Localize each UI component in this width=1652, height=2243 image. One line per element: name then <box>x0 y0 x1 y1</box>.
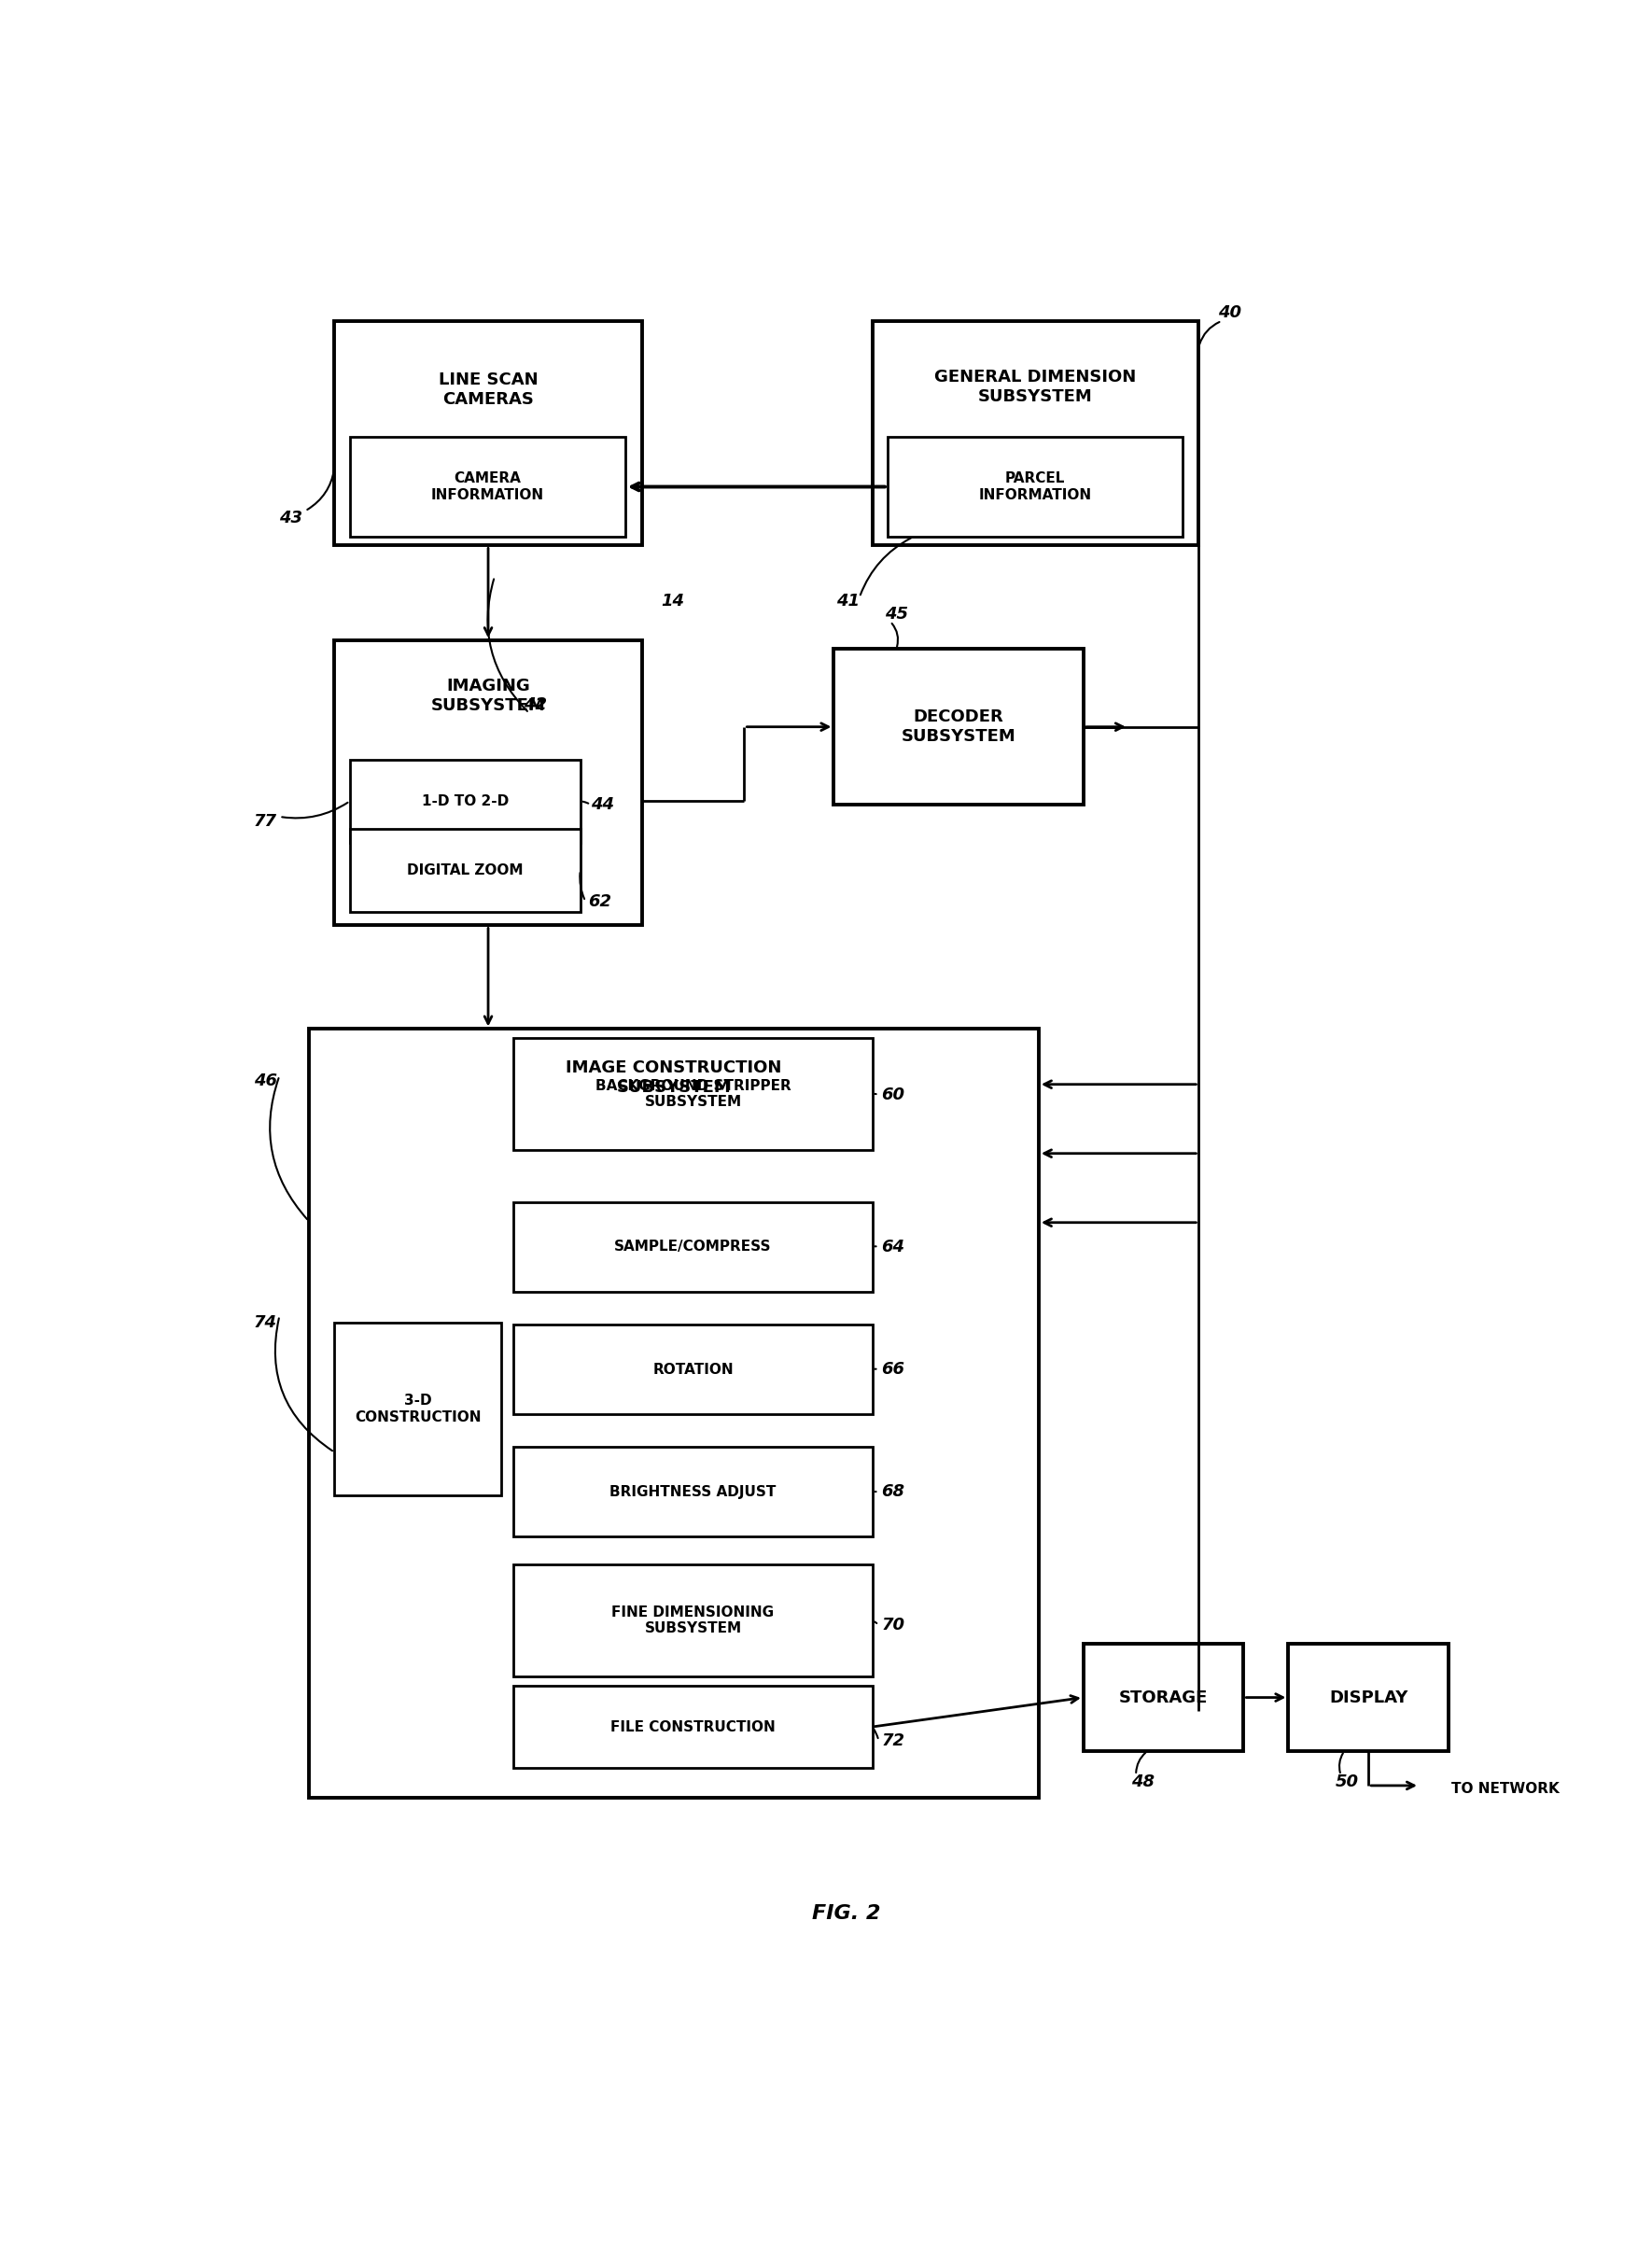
Text: FINE DIMENSIONING
SUBSYSTEM: FINE DIMENSIONING SUBSYSTEM <box>611 1606 775 1635</box>
Text: IMAGING
SUBSYSTEM: IMAGING SUBSYSTEM <box>431 677 545 713</box>
Text: 70: 70 <box>881 1617 905 1633</box>
FancyBboxPatch shape <box>514 1202 872 1292</box>
Text: LINE SCAN
CAMERAS: LINE SCAN CAMERAS <box>438 372 539 408</box>
FancyBboxPatch shape <box>334 321 641 545</box>
FancyBboxPatch shape <box>334 1323 501 1496</box>
Text: 42: 42 <box>524 695 547 713</box>
Text: 41: 41 <box>836 592 859 610</box>
FancyBboxPatch shape <box>872 321 1199 545</box>
Text: 48: 48 <box>1132 1774 1155 1790</box>
Text: 68: 68 <box>881 1483 905 1501</box>
Text: FILE CONSTRUCTION: FILE CONSTRUCTION <box>611 1720 775 1734</box>
Text: BACKGROUND STRIPPER
SUBSYSTEM: BACKGROUND STRIPPER SUBSYSTEM <box>595 1079 791 1108</box>
Text: DECODER
SUBSYSTEM: DECODER SUBSYSTEM <box>902 709 1016 745</box>
Text: SAMPLE/COMPRESS: SAMPLE/COMPRESS <box>615 1240 771 1254</box>
Text: 45: 45 <box>885 606 909 624</box>
FancyBboxPatch shape <box>514 1566 872 1678</box>
Text: IMAGE CONSTRUCTION
SUBSYSTEM: IMAGE CONSTRUCTION SUBSYSTEM <box>567 1059 781 1095</box>
Text: 62: 62 <box>588 893 611 911</box>
Text: 72: 72 <box>881 1732 905 1750</box>
Text: 40: 40 <box>1218 305 1241 321</box>
Text: 44: 44 <box>591 796 615 812</box>
FancyBboxPatch shape <box>350 760 580 843</box>
FancyBboxPatch shape <box>887 437 1183 536</box>
Text: 50: 50 <box>1336 1774 1360 1790</box>
Text: GENERAL DIMENSION
SUBSYSTEM: GENERAL DIMENSION SUBSYSTEM <box>935 368 1137 404</box>
Text: STORAGE: STORAGE <box>1118 1689 1208 1707</box>
FancyBboxPatch shape <box>1084 1644 1244 1752</box>
Text: 64: 64 <box>881 1238 905 1256</box>
Text: BRIGHTNESS ADJUST: BRIGHTNESS ADJUST <box>610 1485 776 1498</box>
Text: 46: 46 <box>254 1072 278 1090</box>
FancyBboxPatch shape <box>350 828 580 911</box>
FancyBboxPatch shape <box>309 1030 1039 1797</box>
Text: 66: 66 <box>881 1362 905 1377</box>
FancyBboxPatch shape <box>514 1684 872 1767</box>
FancyBboxPatch shape <box>514 1447 872 1536</box>
Text: ROTATION: ROTATION <box>653 1362 733 1377</box>
FancyBboxPatch shape <box>334 641 641 926</box>
Text: 3-D
CONSTRUCTION: 3-D CONSTRUCTION <box>355 1393 481 1424</box>
FancyBboxPatch shape <box>350 437 624 536</box>
FancyBboxPatch shape <box>514 1039 872 1151</box>
Text: DIGITAL ZOOM: DIGITAL ZOOM <box>406 864 524 877</box>
Text: 43: 43 <box>279 509 302 527</box>
FancyBboxPatch shape <box>834 648 1084 805</box>
FancyBboxPatch shape <box>514 1323 872 1415</box>
Text: DISPLAY: DISPLAY <box>1328 1689 1408 1707</box>
Text: 60: 60 <box>881 1086 905 1104</box>
Text: TO NETWORK: TO NETWORK <box>1452 1781 1559 1797</box>
Text: PARCEL
INFORMATION: PARCEL INFORMATION <box>978 471 1092 502</box>
Text: 1-D TO 2-D: 1-D TO 2-D <box>421 794 509 807</box>
Text: 14: 14 <box>661 592 684 610</box>
Text: 74: 74 <box>254 1314 278 1330</box>
Text: 77: 77 <box>254 814 278 830</box>
Text: CAMERA
INFORMATION: CAMERA INFORMATION <box>431 471 544 502</box>
FancyBboxPatch shape <box>1289 1644 1449 1752</box>
Text: FIG. 2: FIG. 2 <box>813 1904 881 1922</box>
